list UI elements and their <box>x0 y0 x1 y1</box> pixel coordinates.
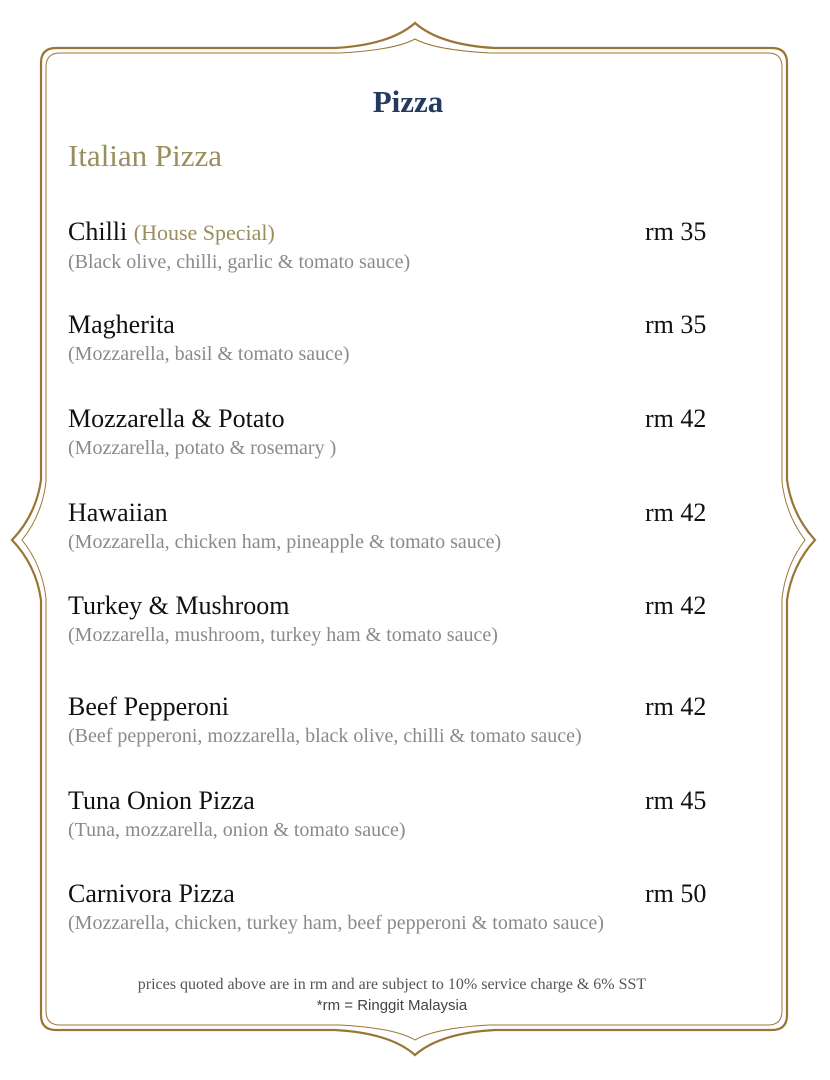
item-name: Carnivora Pizza <box>68 879 720 909</box>
menu-item: Carnivora Pizza rm 50 (Mozzarella, chick… <box>68 879 720 935</box>
item-name: Magherita <box>68 310 720 340</box>
menu-item: Mozzarella & Potato rm 42 (Mozzarella, p… <box>68 404 720 460</box>
menu-item: Turkey & Mushroom rm 42 (Mozzarella, mus… <box>68 591 720 647</box>
item-description: (Mozzarella, potato & rosemary ) <box>68 437 337 459</box>
item-name-text: Beef Pepperoni <box>68 692 230 721</box>
item-price: rm 42 <box>645 404 707 433</box>
item-name: Tuna Onion Pizza <box>68 786 720 816</box>
item-name-text: Turkey & Mushroom <box>68 591 290 620</box>
item-description: (Mozzarella, chicken, turkey ham, beef p… <box>68 912 604 934</box>
item-name-text: Tuna Onion Pizza <box>68 786 255 815</box>
item-description: (Mozzarella, mushroom, turkey ham & toma… <box>68 624 498 646</box>
item-price: rm 50 <box>645 879 707 908</box>
item-name: Hawaiian <box>68 498 720 528</box>
item-name-text: Carnivora Pizza <box>68 879 235 908</box>
currency-note: *rm = Ringgit Malaysia <box>316 997 468 1014</box>
menu-item: Tuna Onion Pizza rm 45 (Tuna, mozzarella… <box>68 786 720 842</box>
item-name: Mozzarella & Potato <box>68 404 720 434</box>
item-name-text: Chilli <box>68 217 128 246</box>
item-name: Chilli (House Special) <box>68 217 720 248</box>
menu-item: Hawaiian rm 42 (Mozzarella, chicken ham,… <box>68 498 720 554</box>
section-heading: Italian Pizza <box>68 138 223 173</box>
item-name: Beef Pepperoni <box>68 692 720 722</box>
item-description: (Mozzarella, basil & tomato sauce) <box>68 343 350 365</box>
item-name: Turkey & Mushroom <box>68 591 720 621</box>
item-price: rm 45 <box>645 786 707 815</box>
menu-item: Beef Pepperoni rm 42 (Beef pepperoni, mo… <box>68 692 720 748</box>
item-name-text: Hawaiian <box>68 498 168 527</box>
item-price: rm 35 <box>645 310 707 339</box>
item-description: (Beef pepperoni, mozzarella, black olive… <box>68 725 582 747</box>
item-name-text: Mozzarella & Potato <box>68 404 285 433</box>
item-name-text: Magherita <box>68 310 175 339</box>
frame-outer <box>10 21 817 1057</box>
page-title: Pizza <box>372 84 444 119</box>
service-charge-note: prices quoted above are in rm and are su… <box>137 976 647 993</box>
item-description: (Black olive, chilli, garlic & tomato sa… <box>68 251 411 273</box>
item-description: (Tuna, mozzarella, onion & tomato sauce) <box>68 819 406 841</box>
item-price: rm 42 <box>645 591 707 620</box>
item-price: rm 42 <box>645 498 707 527</box>
item-price: rm 35 <box>645 217 707 246</box>
frame-inner <box>21 38 806 1041</box>
item-tag: (House Special) <box>133 220 275 245</box>
item-description: (Mozzarella, chicken ham, pineapple & to… <box>68 531 502 553</box>
item-price: rm 42 <box>645 692 707 721</box>
menu-item: Magherita rm 35 (Mozzarella, basil & tom… <box>68 310 720 366</box>
menu-item: Chilli (House Special) rm 35 (Black oliv… <box>68 217 720 274</box>
